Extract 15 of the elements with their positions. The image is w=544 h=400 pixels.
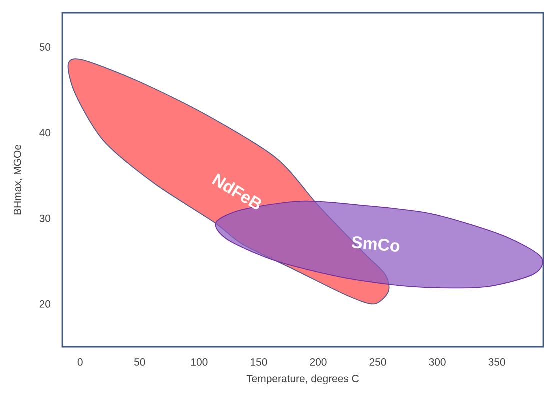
x-tick-label: 0: [78, 358, 83, 366]
y-axis-title: BHmax, MGOe: [14, 145, 23, 215]
x-tick-label: 50: [134, 358, 146, 366]
series-label: SmCo: [352, 236, 400, 252]
x-tick-label: 150: [251, 358, 268, 366]
x-tick-label: 300: [429, 358, 446, 366]
x-tick-label: 100: [191, 358, 208, 366]
y-tick-label: 20: [40, 300, 51, 308]
x-axis-title: Temperature, degrees C: [246, 374, 359, 385]
x-tick-label: 350: [488, 358, 506, 366]
y-tick-label: 40: [40, 129, 51, 137]
x-tick-label: 250: [370, 358, 386, 366]
y-tick-label: 50: [40, 44, 51, 51]
y-tick-label: 30: [40, 214, 51, 222]
x-tick-label: 200: [310, 358, 327, 366]
